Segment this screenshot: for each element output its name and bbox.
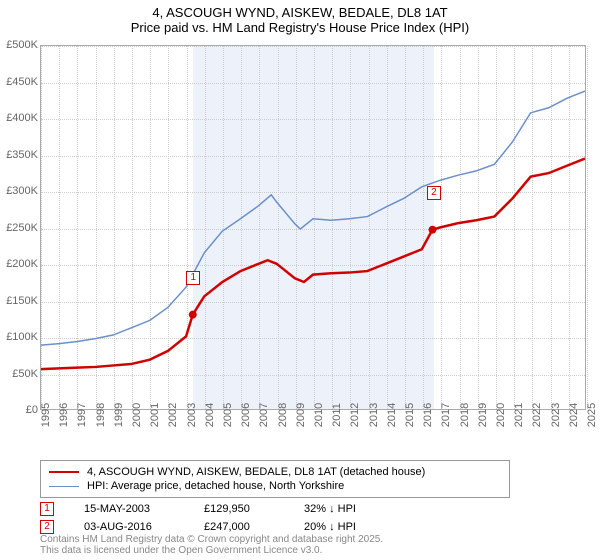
y-tick: £400K (6, 112, 38, 124)
x-tick: 2020 (495, 403, 507, 427)
sale-price: £247,000 (204, 521, 274, 533)
x-tick: 2017 (440, 403, 452, 427)
copyright: Contains HM Land Registry data © Crown c… (40, 534, 383, 556)
x-tick: 2004 (204, 403, 216, 427)
x-tick: 2014 (386, 403, 398, 427)
x-tick: 1998 (95, 403, 107, 427)
title-line-2: Price paid vs. HM Land Registry's House … (0, 20, 600, 35)
sale-date: 03-AUG-2016 (84, 521, 174, 533)
x-tick: 2012 (349, 403, 361, 427)
x-tick: 2019 (477, 403, 489, 427)
x-tick: 2024 (568, 403, 580, 427)
y-tick: £50K (12, 368, 38, 380)
sale-delta: 32% ↓ HPI (304, 503, 356, 515)
x-tick: 2003 (186, 403, 198, 427)
sale-marker-legend: 2 (40, 520, 54, 534)
series-svg (41, 46, 585, 409)
x-tick: 2025 (586, 403, 598, 427)
x-tick: 2002 (167, 403, 179, 427)
y-tick: £450K (6, 76, 38, 88)
title-line-1: 4, ASCOUGH WYND, AISKEW, BEDALE, DL8 1AT (0, 5, 600, 20)
copyright-line-2: This data is licensed under the Open Gov… (40, 545, 383, 556)
x-tick: 2021 (513, 403, 525, 427)
x-tick: 2005 (222, 403, 234, 427)
y-tick: £500K (6, 39, 38, 51)
x-tick: 2006 (240, 403, 252, 427)
x-tick: 2013 (368, 403, 380, 427)
legend-swatch-property (49, 471, 79, 473)
y-tick: £200K (6, 258, 38, 270)
sale-rows: 1 15-MAY-2003 £129,950 32% ↓ HPI 2 03-AUG-201… (40, 500, 560, 536)
y-tick: £100K (6, 331, 38, 343)
sale-price: £129,950 (204, 503, 274, 515)
series-property (41, 159, 585, 370)
x-tick: 2001 (149, 403, 161, 427)
legend-swatch-hpi (49, 486, 79, 487)
x-tick: 1996 (58, 403, 70, 427)
x-tick: 2011 (331, 403, 343, 427)
x-tick: 2023 (550, 403, 562, 427)
y-tick: £150K (6, 295, 38, 307)
legend: 4, ASCOUGH WYND, AISKEW, BEDALE, DL8 1AT… (40, 460, 510, 498)
legend-row-hpi: HPI: Average price, detached house, Nort… (49, 479, 501, 493)
x-tick: 2016 (422, 403, 434, 427)
sale-delta: 20% ↓ HPI (304, 521, 356, 533)
x-tick: 2008 (277, 403, 289, 427)
chart-container: 4, ASCOUGH WYND, AISKEW, BEDALE, DL8 1AT… (0, 0, 600, 560)
sale-marker: 1 (186, 271, 200, 285)
x-tick: 2015 (404, 403, 416, 427)
plot-area: 12 (40, 45, 586, 410)
y-tick: £250K (6, 222, 38, 234)
x-tick: 2009 (295, 403, 307, 427)
series-hpi (41, 91, 585, 345)
y-tick: £350K (6, 149, 38, 161)
x-tick: 1995 (40, 403, 52, 427)
legend-label-hpi: HPI: Average price, detached house, Nort… (87, 480, 344, 492)
grid-v (587, 46, 588, 409)
x-tick: 1997 (76, 403, 88, 427)
sale-date: 15-MAY-2003 (84, 503, 174, 515)
y-tick: £300K (6, 185, 38, 197)
legend-row-property: 4, ASCOUGH WYND, AISKEW, BEDALE, DL8 1AT… (49, 465, 501, 479)
sale-marker-legend: 1 (40, 502, 54, 516)
x-axis: 1995199619971998199920002001200220032004… (40, 410, 586, 460)
sale-point (189, 311, 197, 319)
copyright-line-1: Contains HM Land Registry data © Crown c… (40, 534, 383, 545)
sale-row: 1 15-MAY-2003 £129,950 32% ↓ HPI (40, 500, 560, 518)
x-tick: 2018 (459, 403, 471, 427)
x-tick: 2010 (313, 403, 325, 427)
y-axis: £0£50K£100K£150K£200K£250K£300K£350K£400… (0, 45, 40, 410)
x-tick: 2000 (131, 403, 143, 427)
x-tick: 2022 (531, 403, 543, 427)
y-tick: £0 (26, 404, 38, 416)
title-block: 4, ASCOUGH WYND, AISKEW, BEDALE, DL8 1AT… (0, 0, 600, 35)
x-tick: 1999 (113, 403, 125, 427)
sale-point (429, 226, 437, 234)
x-tick: 2007 (258, 403, 270, 427)
sale-marker: 2 (427, 186, 441, 200)
legend-label-property: 4, ASCOUGH WYND, AISKEW, BEDALE, DL8 1AT… (87, 466, 425, 478)
